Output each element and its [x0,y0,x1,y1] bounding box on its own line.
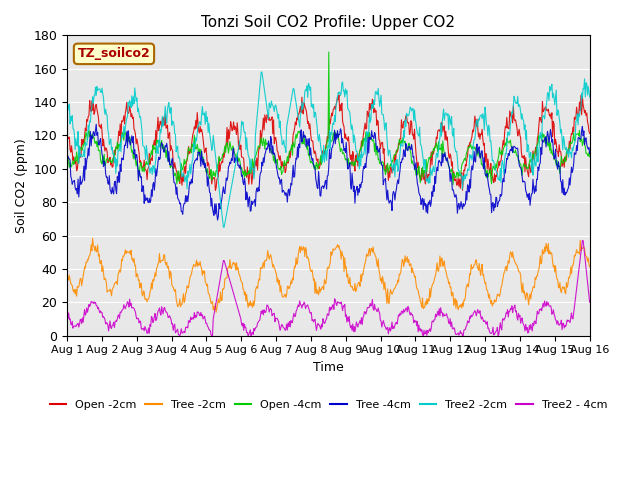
Y-axis label: Soil CO2 (ppm): Soil CO2 (ppm) [15,138,28,233]
Text: TZ_soilco2: TZ_soilco2 [77,48,150,60]
Legend: Open -2cm, Tree -2cm, Open -4cm, Tree -4cm, Tree2 -2cm, Tree2 - 4cm: Open -2cm, Tree -2cm, Open -4cm, Tree -4… [45,395,612,414]
X-axis label: Time: Time [313,361,344,374]
Title: Tonzi Soil CO2 Profile: Upper CO2: Tonzi Soil CO2 Profile: Upper CO2 [202,15,456,30]
